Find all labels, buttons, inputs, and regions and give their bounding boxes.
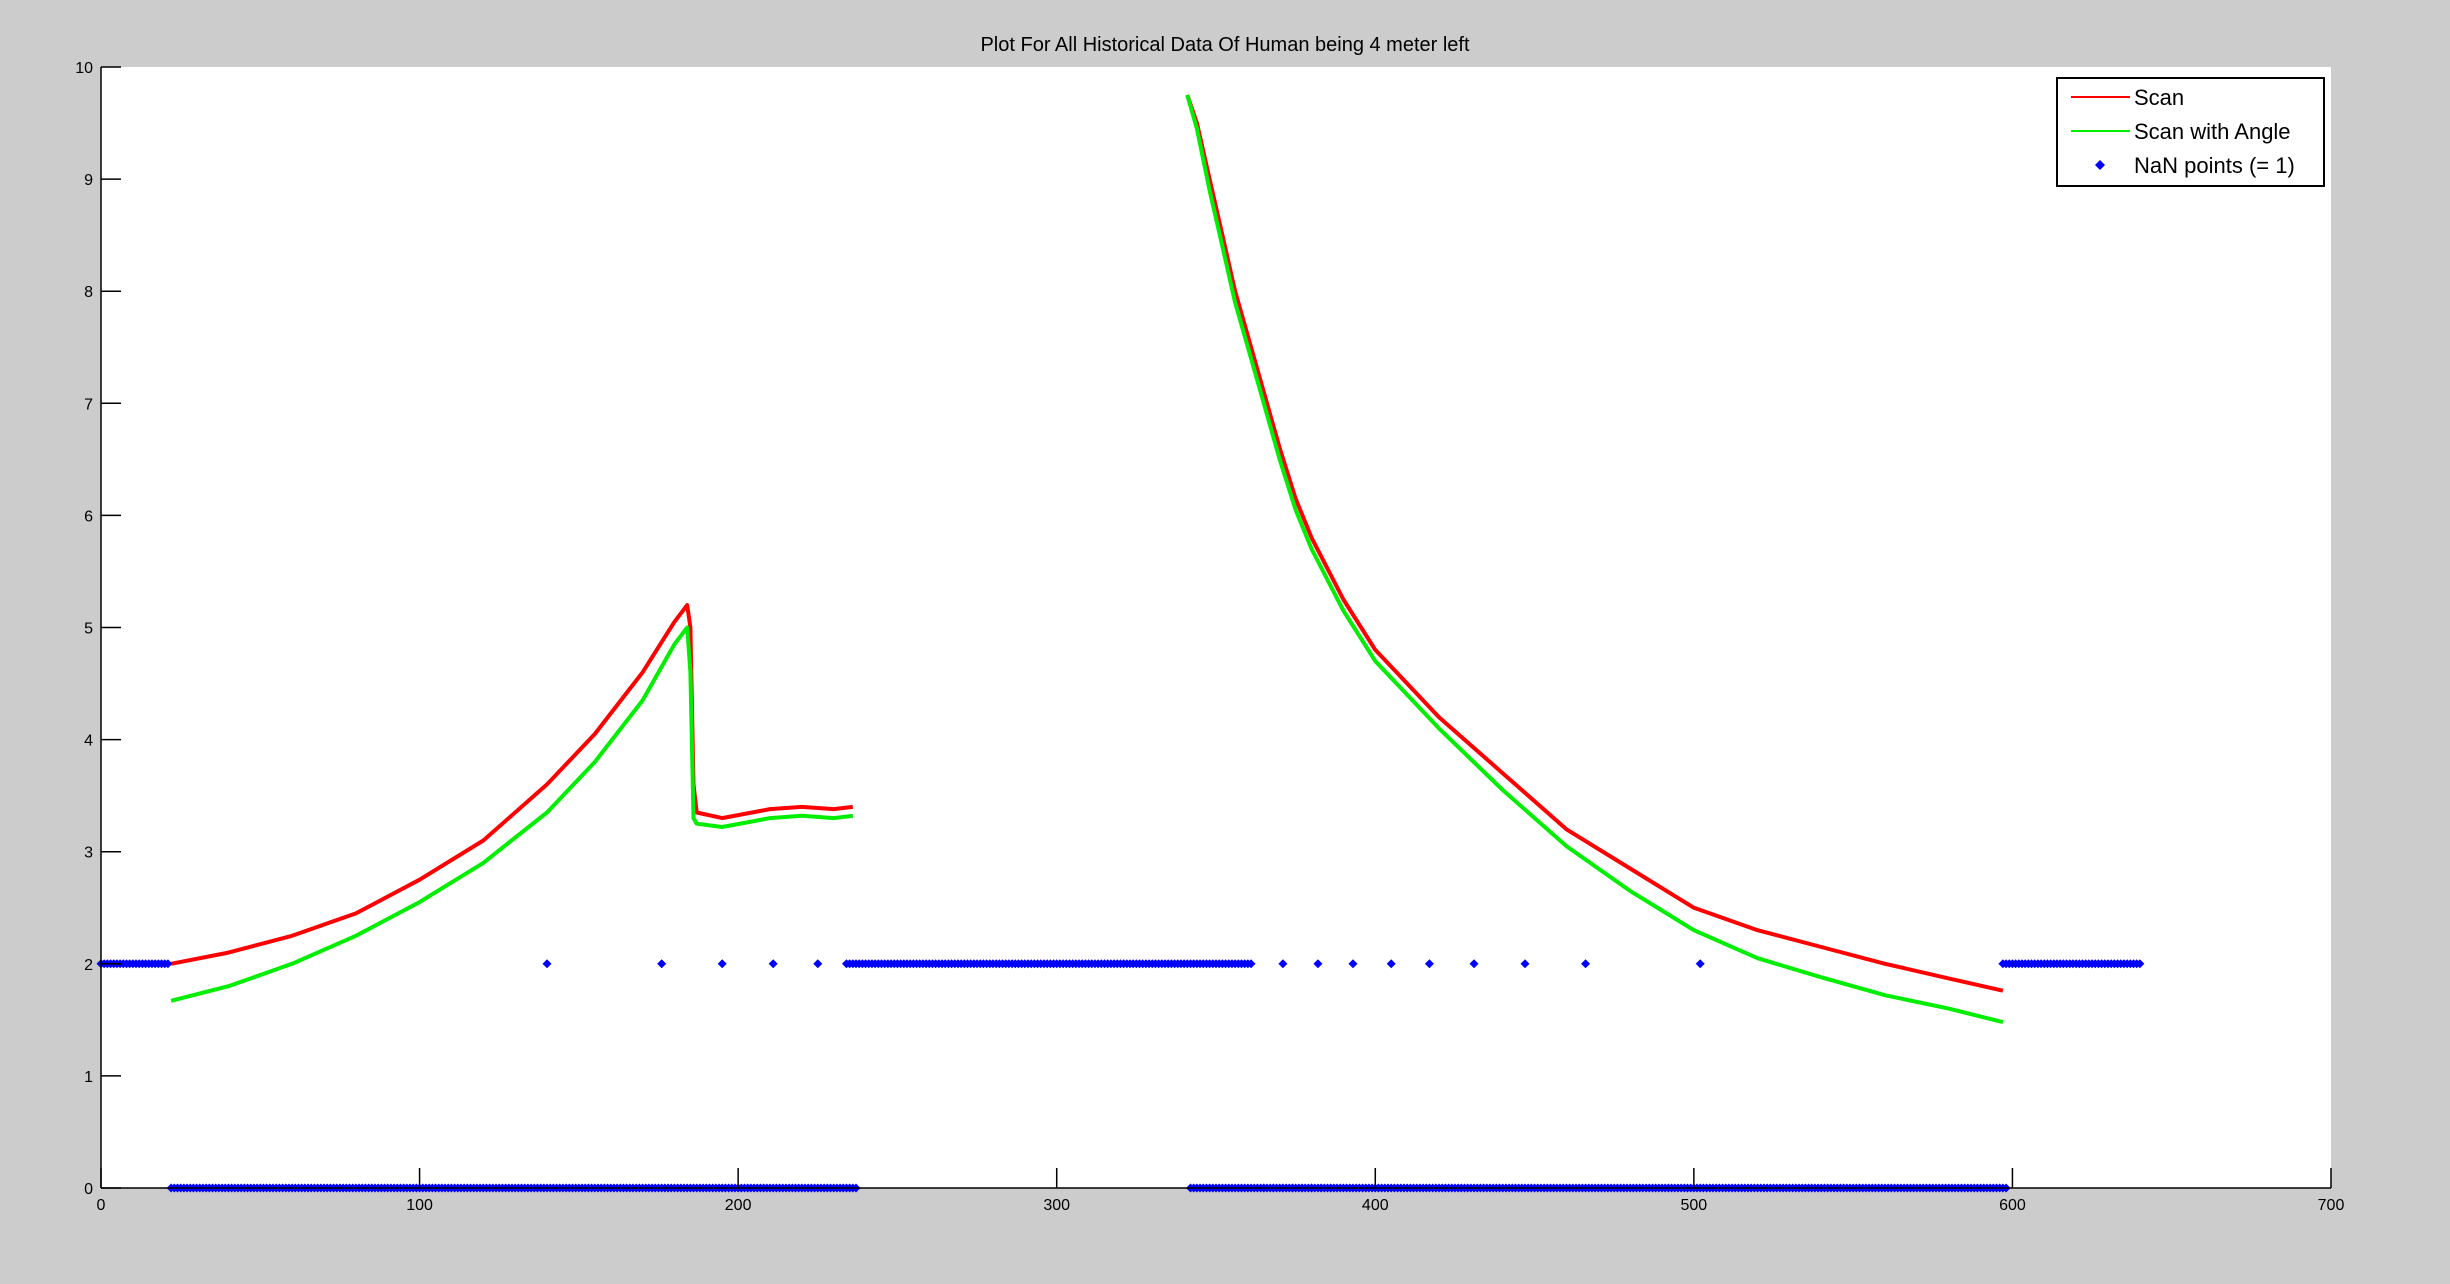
y-tick-label-6: 6	[84, 508, 93, 525]
nan-point-678	[1520, 959, 1530, 969]
nan-point-673	[1313, 959, 1323, 969]
series-0-line-0	[170, 603, 854, 966]
series-0-line-1	[1185, 94, 2004, 993]
x-tick-label-3: 300	[1043, 1197, 1070, 1214]
nan-point-21	[163, 959, 173, 969]
legend-label-1: Scan with Angle	[2134, 119, 2291, 144]
y-tick-label-7: 7	[84, 396, 93, 413]
nan-point-674	[1348, 959, 1358, 969]
nan-point-677	[1469, 959, 1479, 969]
x-tick-label-2: 200	[725, 1197, 752, 1214]
chart-title: Plot For All Historical Data Of Human be…	[980, 34, 1470, 56]
axes: 0 100 200 300 400 500 600 700 0 1 2 3 4 5 6 7 8 9 10	[75, 60, 2344, 1214]
nan-point-667	[542, 959, 552, 969]
x-tick-label-4: 400	[1362, 1197, 1389, 1214]
y-tick-label-5: 5	[84, 621, 93, 638]
nan-point-680	[1695, 959, 1705, 969]
series-1-line-0	[170, 625, 854, 1003]
x-tick-label-7: 700	[2318, 1197, 2345, 1214]
y-tick-label-4: 4	[84, 733, 93, 750]
nan-point-675	[1386, 959, 1396, 969]
plot-area	[101, 67, 2331, 1188]
nan-point-193	[2135, 959, 2145, 969]
y-tick-label-0: 0	[84, 1181, 93, 1198]
legend-label-2: NaN points (= 1)	[2134, 153, 2295, 178]
nan-point-672	[1278, 959, 1288, 969]
x-tick-label-1: 100	[406, 1197, 433, 1214]
x-tick-label-0: 0	[97, 1197, 106, 1214]
nan-point-679	[1581, 959, 1591, 969]
nan-point-668	[657, 959, 667, 969]
nan-point-669	[717, 959, 727, 969]
y-tick-label-8: 8	[84, 284, 93, 301]
y-tick-label-3: 3	[84, 845, 93, 862]
nan-point-676	[1424, 959, 1434, 969]
y-tick-label-10: 10	[75, 60, 93, 77]
y-tick-label-9: 9	[84, 172, 93, 189]
y-tick-label-1: 1	[84, 1069, 93, 1086]
x-tick-label-6: 600	[1999, 1197, 2026, 1214]
legend-label-0: Scan	[2134, 85, 2184, 110]
series-1-line-1	[1185, 94, 2004, 1025]
y-tick-label-2: 2	[84, 957, 93, 974]
nan-point-670	[768, 959, 778, 969]
x-tick-label-5: 500	[1681, 1197, 1708, 1214]
legend-marker-2	[2095, 160, 2105, 170]
legend: Scan Scan with Angle NaN points (= 1)	[2056, 77, 2325, 187]
nan-point-149	[1246, 959, 1256, 969]
nan-point-671	[813, 959, 823, 969]
